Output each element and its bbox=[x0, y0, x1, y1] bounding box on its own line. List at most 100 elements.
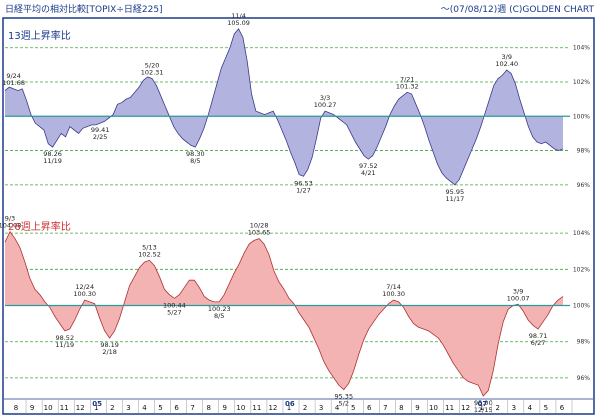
bottom-panel-title: 26週上昇率比 bbox=[8, 220, 71, 233]
top-annotation-label: 3/9 bbox=[502, 53, 512, 61]
x-month-label: 6 bbox=[367, 404, 372, 412]
x-month-label: 4 bbox=[142, 404, 147, 412]
bottom-annotation-label: 95.00 bbox=[474, 399, 493, 407]
x-month-label: 5 bbox=[158, 404, 162, 412]
header-right-title: ～(07/08/12)週 (C)GOLDEN CHART bbox=[441, 4, 595, 15]
bottom-annotation-value: 100.30 bbox=[382, 290, 405, 298]
x-month-label: 1 bbox=[94, 404, 98, 412]
x-month-label: 4 bbox=[528, 404, 533, 412]
x-axis: 8 9 10 11 12 1 2 3 4 5 6 7 8 9 10 11 12 1 2 3 4 5 6 7 8 9 10 11 12 1 2… bbox=[4, 398, 593, 413]
x-year-label: 05 bbox=[92, 400, 102, 408]
x-month-label: 6 bbox=[560, 404, 565, 412]
x-month-label: 1 bbox=[479, 404, 483, 412]
bottom-annotation-label: 95.35 bbox=[334, 393, 353, 401]
bottom-annotation-label: 100.23 bbox=[208, 305, 231, 313]
x-month-label: 3 bbox=[319, 404, 323, 412]
top-annotation-value: 101.32 bbox=[396, 82, 419, 90]
bottom-annotation-value: 100.30 bbox=[73, 290, 96, 298]
bottom-ytick-label: 98% bbox=[577, 339, 591, 346]
top-annotation-value: 11/19 bbox=[43, 157, 62, 165]
top-annotation-label: 98.30 bbox=[186, 150, 205, 158]
top-series-line bbox=[4, 28, 564, 186]
x-year-label: 07 bbox=[478, 400, 488, 408]
top-ytick-label: 102% bbox=[573, 79, 590, 86]
bottom-series-line bbox=[4, 230, 564, 397]
x-month-label: 8 bbox=[14, 404, 18, 412]
x-month-label: 11 bbox=[445, 404, 454, 412]
bottom-annotation-value: 5/27 bbox=[167, 308, 182, 316]
top-annotation-value: 101.68 bbox=[2, 79, 25, 87]
bottom-annotation-value: 6/27 bbox=[531, 339, 546, 347]
top-annotation-label: 11/4 bbox=[231, 12, 246, 20]
bottom-annotation-label: 7/14 bbox=[386, 283, 401, 291]
chart-frame bbox=[2, 17, 595, 415]
top-annotation-label: 9/24 bbox=[6, 72, 21, 80]
x-month-label: 9 bbox=[30, 404, 34, 412]
x-month-label: 6 bbox=[174, 404, 179, 412]
top-annotation-value: 8/5 bbox=[190, 157, 200, 165]
x-month-label: 11 bbox=[60, 404, 69, 412]
x-month-label: 8 bbox=[399, 404, 403, 412]
x-month-label: 2 bbox=[110, 404, 114, 412]
top-ytick-label: 104% bbox=[573, 45, 590, 52]
bottom-ytick-label: 96% bbox=[577, 375, 591, 382]
top-annotation-label: 98.26 bbox=[43, 150, 62, 158]
bottom-annotation-label: 3/9 bbox=[513, 287, 523, 295]
x-month-label: 12 bbox=[268, 404, 277, 412]
x-year-label: 06 bbox=[285, 400, 295, 408]
bottom-annotation-label: 10/28 bbox=[250, 222, 269, 230]
top-annotation-value: 4/21 bbox=[361, 169, 376, 177]
bottom-annotation-value: 12/15 bbox=[474, 406, 493, 414]
x-month-label: 5 bbox=[351, 404, 355, 412]
x-month-label: 10 bbox=[429, 404, 438, 412]
top-ytick-label: 98% bbox=[577, 148, 591, 155]
top-ytick-label: 96% bbox=[577, 182, 591, 189]
x-month-label: 10 bbox=[236, 404, 245, 412]
bottom-annotation-value: 8/5 bbox=[214, 312, 224, 320]
bottom-annotation-label: 12/24 bbox=[75, 283, 94, 291]
x-month-label: 3 bbox=[512, 404, 516, 412]
x-month-label: 7 bbox=[383, 404, 387, 412]
x-month-label: 9 bbox=[223, 404, 227, 412]
bottom-annotation-value: 104.08 bbox=[0, 222, 21, 230]
top-annotation-label: 5/20 bbox=[145, 62, 160, 70]
x-month-label: 12 bbox=[461, 404, 470, 412]
top-annotation-label: 99.41 bbox=[91, 126, 110, 134]
x-month-label: 4 bbox=[335, 404, 340, 412]
panel-26-week: 104%102%100%98%96%9/3104.0898.5211/1912/… bbox=[0, 215, 590, 414]
bottom-annotation-value: 102.52 bbox=[138, 250, 161, 258]
bottom-annotation-label: 98.52 bbox=[55, 334, 74, 342]
x-month-label: 2 bbox=[303, 404, 307, 412]
x-month-label: 8 bbox=[206, 404, 210, 412]
top-series-area bbox=[5, 28, 563, 185]
bottom-annotation-value: 100.07 bbox=[507, 294, 530, 302]
bottom-annotation-value: 2/18 bbox=[102, 348, 117, 356]
top-annotation-label: 96.53 bbox=[294, 179, 313, 187]
bottom-annotation-label: 98.71 bbox=[529, 332, 548, 340]
bottom-series-area bbox=[5, 231, 563, 396]
bottom-annotation-label: 9/3 bbox=[5, 215, 15, 223]
x-month-label: 11 bbox=[252, 404, 261, 412]
bottom-annotation-label: 98.19 bbox=[100, 341, 119, 349]
x-month-label: 10 bbox=[44, 404, 53, 412]
bottom-annotation-label: 100.44 bbox=[163, 301, 186, 309]
x-month-label: 7 bbox=[190, 404, 194, 412]
top-annotation-value: 102.31 bbox=[141, 69, 164, 77]
top-annotation-label: 7/21 bbox=[400, 75, 415, 83]
top-annotation-value: 2/25 bbox=[93, 133, 108, 141]
top-annotation-value: 102.40 bbox=[495, 60, 518, 68]
bottom-ytick-label: 102% bbox=[573, 266, 590, 273]
x-month-label: 9 bbox=[415, 404, 419, 412]
top-annotation-label: 97.52 bbox=[359, 162, 378, 170]
bottom-ytick-label: 100% bbox=[573, 303, 590, 310]
x-month-label: 2 bbox=[496, 404, 500, 412]
top-annotation-value: 1/27 bbox=[296, 186, 311, 194]
top-panel-title: 13週上昇率比 bbox=[8, 29, 71, 42]
x-month-label: 12 bbox=[76, 404, 85, 412]
bottom-annotation-value: 103.65 bbox=[248, 229, 271, 237]
top-annotation-value: 11/17 bbox=[445, 195, 464, 203]
top-annotation-value: 105.09 bbox=[227, 19, 250, 27]
top-annotation-label: 3/3 bbox=[320, 94, 330, 102]
